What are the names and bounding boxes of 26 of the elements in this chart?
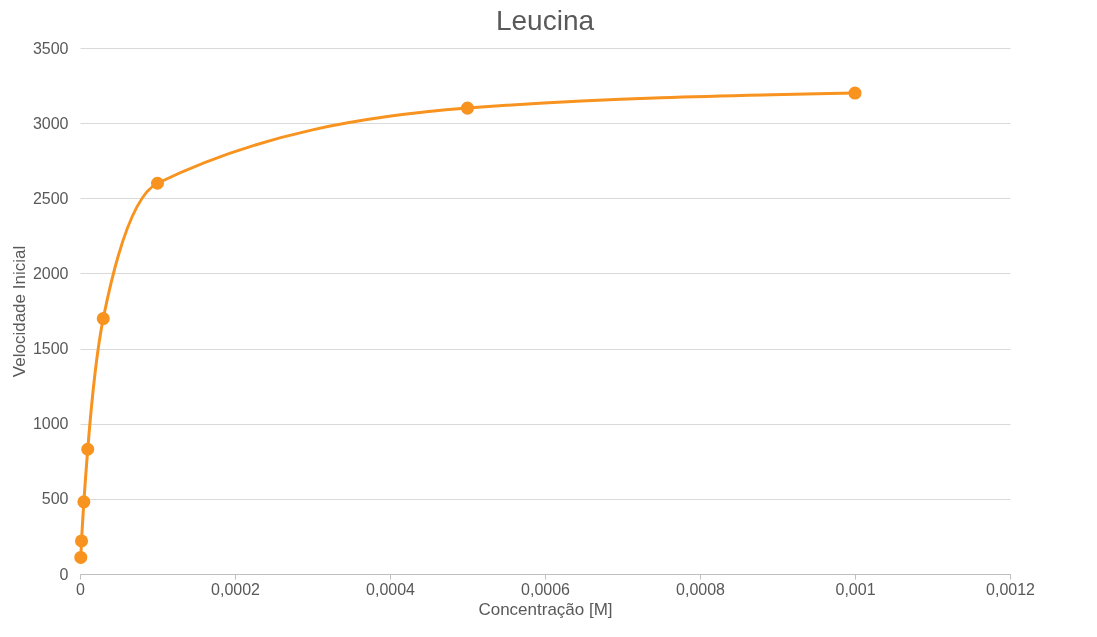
point [74,550,88,564]
point [460,101,475,115]
x-tick-label: 0,0004 [366,580,416,598]
y-axis-title: Velocidade Inicial [9,245,29,378]
x-tick-label: 0,0006 [521,580,571,598]
x-tick-label: 0,001 [835,580,876,598]
y-tick-label: 1500 [32,340,69,358]
y-tick-label: 2500 [32,189,69,207]
y-tick-label: 500 [41,490,69,508]
y-tick-label: 1000 [32,415,69,433]
chart-title: Leucina [495,5,595,36]
x-tick-label: 0,0012 [986,580,1036,598]
y-tick-label: 3000 [32,114,69,132]
point [96,312,110,326]
x-tick-label: 0 [76,580,86,598]
y-tick-label: 3500 [32,39,69,57]
x-axis-title: Concentração [M] [478,599,613,619]
point [150,176,165,190]
point [81,442,95,456]
y-tick-label: 0 [59,565,69,583]
x-tick-label: 0,0008 [676,580,726,598]
point [77,495,91,509]
point [848,86,862,100]
y-tick-label: 2000 [32,264,69,282]
x-tick-label: 0,0002 [211,580,261,598]
point [75,534,89,548]
